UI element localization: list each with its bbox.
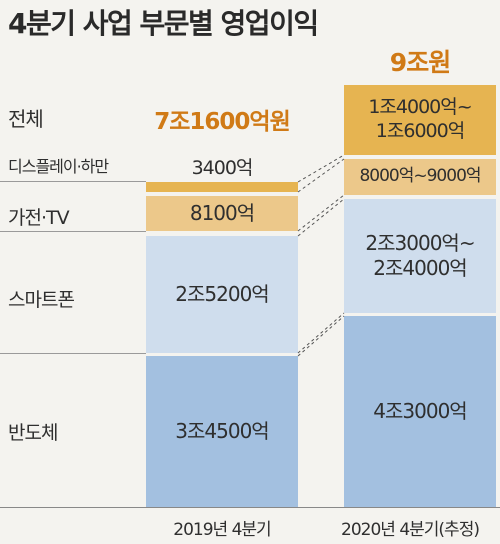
bar2-appliance-label: 8000억~9000억 (359, 166, 481, 187)
row-label-smartphone: 스마트폰 (8, 289, 75, 311)
row-separator (0, 353, 146, 354)
connector-line (297, 154, 345, 183)
bar2-appliance: 8000억~9000억 (344, 159, 496, 195)
bar1-semiconductor-label: 3조4500억 (175, 419, 269, 443)
bar1-display-value: 3400억 (191, 157, 254, 179)
bar2-total-range-label: 1조4000억~ 1조6000억 (368, 96, 472, 142)
row-separator (0, 231, 146, 232)
x-tick-2019: 2019년 4분기 (173, 520, 271, 540)
bar2-smartphone-label: 2조3000억~ 2조4000억 (365, 231, 475, 280)
connector-line (297, 315, 345, 357)
row-label-total: 전체 (8, 107, 44, 131)
bar1-semiconductor: 3조4500억 (146, 356, 298, 507)
bar1-appliance: 8100억 (146, 196, 298, 231)
bar1-appliance-label: 8100억 (189, 201, 255, 225)
bar2-total-range: 1조4000억~ 1조6000억 (344, 85, 496, 155)
bar1-smartphone-label: 2조5200억 (175, 282, 269, 306)
connector-line (297, 194, 345, 232)
bar2-semiconductor: 4조3000억 (344, 316, 496, 507)
row-label-semiconductor: 반도체 (8, 422, 58, 444)
chart-title: 4분기 사업 부문별 영업이익 (8, 7, 319, 40)
bar1-display (146, 182, 298, 192)
bar2-semiconductor-label: 4조3000억 (373, 399, 467, 423)
connector-line (297, 312, 345, 354)
bar2-total: 9조원 (389, 48, 451, 77)
baseline (0, 507, 500, 508)
row-label-display: 디스플레이·하만 (8, 157, 109, 176)
row-label-appliance: 가전·TV (8, 207, 70, 229)
bar1-total: 7조1600억원 (154, 109, 291, 135)
row-separator (0, 181, 146, 182)
connector-line (297, 198, 345, 237)
bar1-smartphone: 2조5200억 (146, 236, 298, 353)
connector-line (297, 158, 345, 193)
bar2-smartphone: 2조3000억~ 2조4000억 (344, 199, 496, 313)
x-tick-2020: 2020년 4분기(추정) (341, 520, 480, 540)
